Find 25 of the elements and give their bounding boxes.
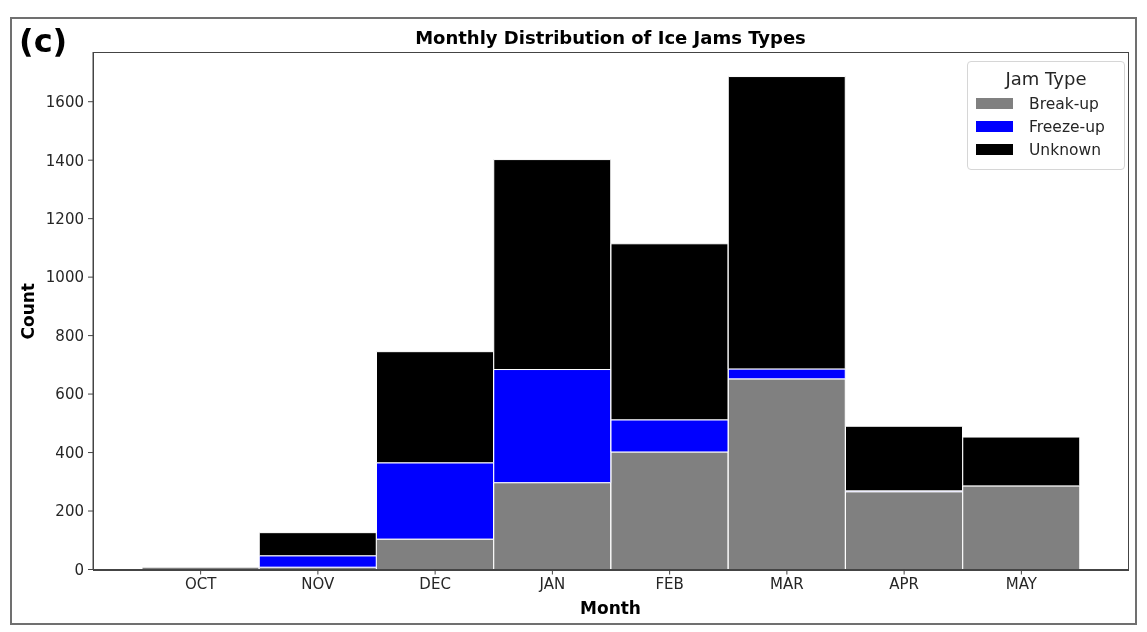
- y-tick-label: 1000: [45, 268, 84, 287]
- x-tick-label: MAR: [770, 575, 804, 594]
- x-tick-label: APR: [889, 575, 919, 594]
- x-tick-label: NOV: [301, 575, 336, 594]
- x-axis-title: Month: [579, 598, 642, 619]
- legend-label: Break-up: [1029, 94, 1099, 113]
- legend-title: Jam Type: [1003, 68, 1088, 90]
- y-tick-label: 800: [55, 326, 84, 345]
- chart-title: Monthly Distribution of Ice Jams Types: [414, 27, 807, 49]
- text: (c): [19, 22, 68, 60]
- y-axis-title: Count: [18, 282, 39, 339]
- x-tick-label: MAY: [1005, 575, 1038, 594]
- x-tick-label: FEB: [655, 575, 684, 594]
- legend-label: Unknown: [1029, 140, 1101, 159]
- legend-label: Freeze-up: [1029, 117, 1105, 136]
- y-tick-label: 400: [55, 443, 84, 462]
- y-tick-label: 1600: [45, 93, 84, 112]
- y-tick-label: 600: [55, 385, 84, 404]
- y-tick-label: 0: [74, 560, 84, 579]
- x-tick-label: DEC: [419, 575, 451, 594]
- y-tick-label: 1400: [45, 151, 84, 170]
- y-tick-label: 200: [55, 502, 84, 521]
- x-tick-label: JAN: [538, 575, 566, 594]
- x-tick-label: OCT: [184, 575, 218, 594]
- y-tick-label: 1200: [45, 209, 84, 228]
